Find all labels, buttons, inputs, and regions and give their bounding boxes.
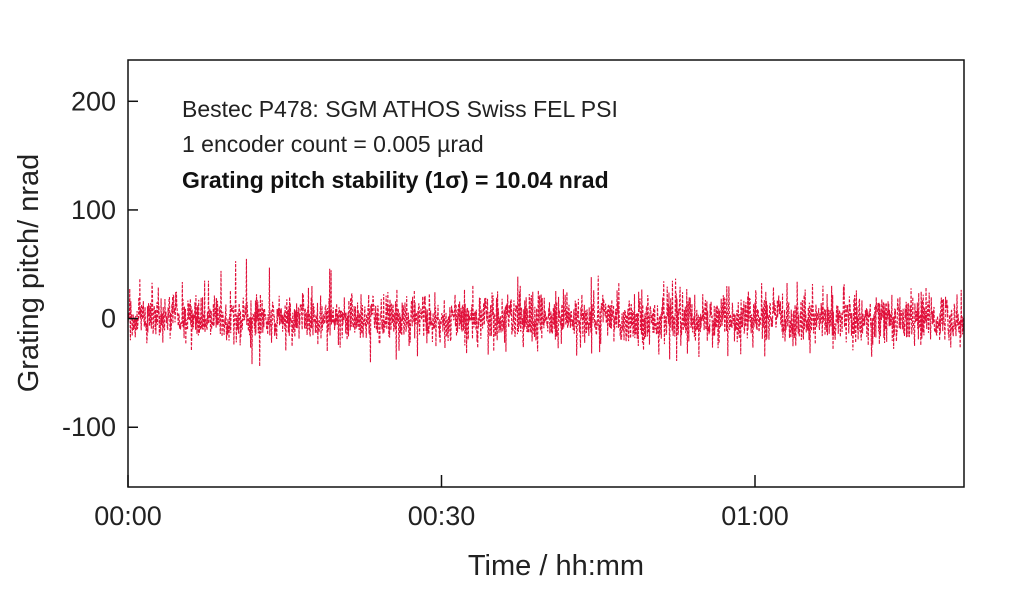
x-tick-label: 00:30 — [408, 501, 476, 531]
plot-frame — [127, 59, 965, 488]
y-tick-label: 200 — [71, 86, 116, 116]
ticks-layer: 200 100 0 -100 00:00 00:30 01:00 — [62, 86, 789, 531]
y-tick-label: 0 — [101, 304, 116, 334]
y-tick-label: -100 — [62, 412, 116, 442]
x-tick-label: 01:00 — [721, 501, 789, 531]
series-line — [127, 258, 965, 367]
x-axis-title: Time / hh:mm — [468, 550, 644, 582]
y-tick-label: 100 — [71, 195, 116, 225]
annotation-stability: Grating pitch stability (1σ) = 10.04 nra… — [182, 167, 609, 193]
x-tick-label: 00:00 — [94, 501, 162, 531]
annotation-encoder: 1 encoder count = 0.005 µrad — [182, 131, 484, 157]
y-axis-title: Grating pitch/ nrad — [13, 154, 45, 393]
series-layer — [127, 258, 965, 367]
annotation-title: Bestec P478: SGM ATHOS Swiss FEL PSI — [182, 96, 618, 122]
